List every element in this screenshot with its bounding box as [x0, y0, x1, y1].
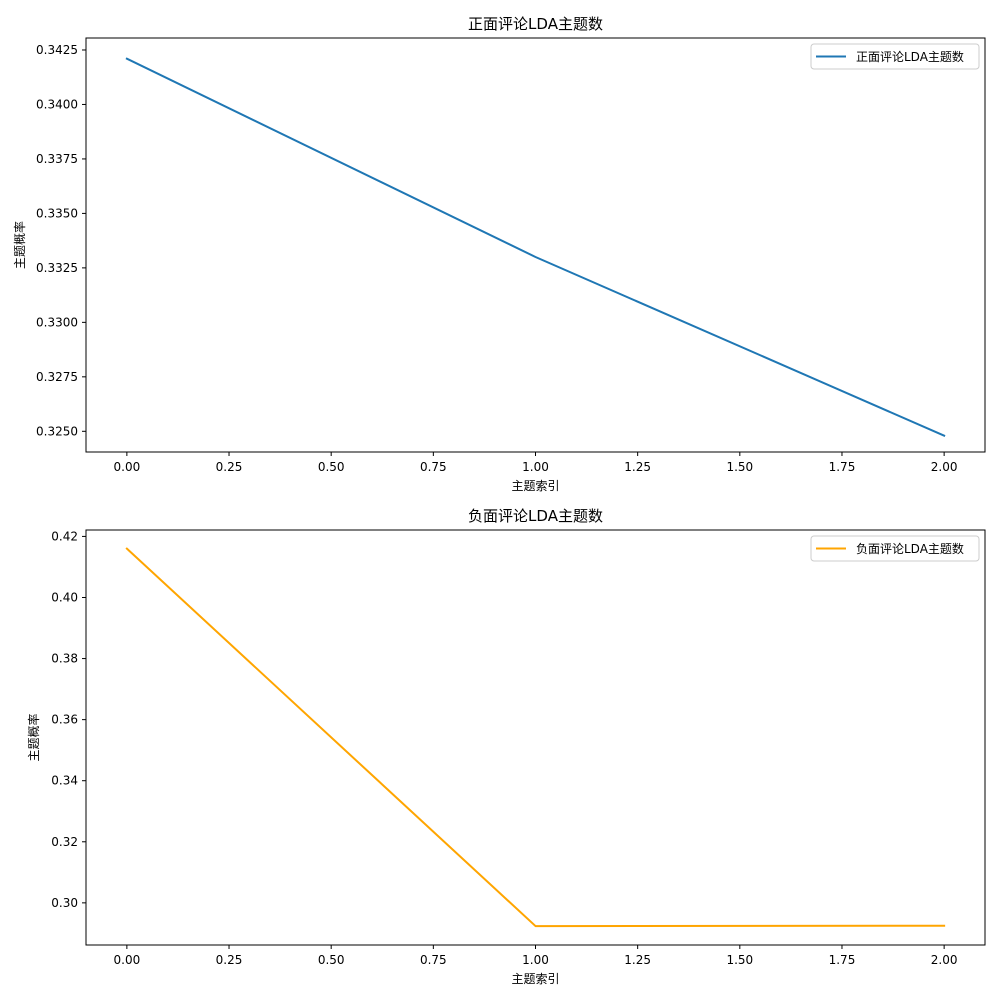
chart-title: 正面评论LDA主题数 [468, 15, 603, 33]
y-tick-label: 0.3250 [36, 424, 78, 438]
x-tick-label: 1.25 [624, 460, 651, 474]
x-tick-label: 1.00 [522, 460, 549, 474]
y-tick-label: 0.3275 [36, 370, 78, 384]
data-point [943, 435, 945, 437]
x-tick-label: 0.75 [420, 953, 447, 967]
x-tick-label: 0.50 [318, 953, 345, 967]
chart-panel-2: 0.00 0.25 0.50 0.75 1.00 1.25 1.50 1.75 2.00 0.30… [26, 507, 986, 986]
legend-box [810, 535, 980, 562]
x-tick-label: 1.75 [829, 953, 856, 967]
plot-area-frame [85, 529, 986, 946]
y-tick-label: 0.34 [51, 774, 78, 788]
x-tick-label: 1.50 [726, 460, 753, 474]
y-tick-label: 0.3375 [36, 152, 78, 166]
legend-label: 负面评论LDA主题数 [856, 541, 964, 556]
y-tick-label: 0.3425 [36, 43, 78, 57]
y-tick-label: 0.32 [51, 835, 78, 849]
legend: 正面评论LDA主题数 [810, 43, 980, 70]
x-tick-label: 1.00 [522, 953, 549, 967]
series-line [125, 547, 946, 928]
legend: 负面评论LDA主题数 [810, 535, 980, 562]
y-tick-label: 0.40 [51, 590, 78, 604]
y-tick-label: 0.38 [51, 652, 78, 666]
y-tick-label: 0.3400 [36, 97, 78, 111]
data-point [535, 925, 537, 927]
data-point [126, 58, 128, 60]
x-tick-label: 0.75 [420, 460, 447, 474]
data-point [126, 548, 128, 550]
x-axis-label: 主题索引 [511, 479, 559, 493]
plot-area-frame [85, 37, 986, 453]
y-tick-label: 0.3325 [36, 261, 78, 275]
legend-label: 正面评论LDA主题数 [856, 49, 964, 64]
x-tick-label: 0.00 [114, 460, 141, 474]
x-tick-label: 2.00 [931, 460, 958, 474]
chart-title: 负面评论LDA主题数 [468, 507, 603, 525]
x-tick-label: 1.50 [726, 953, 753, 967]
x-tick-label: 0.00 [114, 953, 141, 967]
x-tick-label: 0.50 [318, 460, 345, 474]
y-tick-label: 0.36 [51, 713, 78, 727]
y-tick-label: 0.30 [51, 896, 78, 910]
y-axis-label: 主题概率 [12, 221, 27, 269]
x-tick-label: 2.00 [931, 953, 958, 967]
chart-panel-1: 0.00 0.25 0.50 0.75 1.00 1.25 1.50 1.75 2.00 0.32… [12, 15, 986, 493]
x-tick-label: 1.75 [829, 460, 856, 474]
y-tick-label: 0.3350 [36, 206, 78, 220]
y-tick-label: 0.42 [51, 529, 78, 543]
series-line [125, 57, 946, 437]
x-axis-label: 主题索引 [511, 972, 559, 986]
y-axis-label: 主题概率 [26, 713, 41, 761]
x-tick-label: 0.25 [216, 460, 243, 474]
x-tick-label: 0.25 [216, 953, 243, 967]
y-tick-label: 0.3300 [36, 315, 78, 329]
x-tick-label: 1.25 [624, 953, 651, 967]
legend-box [810, 43, 980, 70]
data-point [535, 256, 537, 258]
data-point [943, 925, 945, 927]
